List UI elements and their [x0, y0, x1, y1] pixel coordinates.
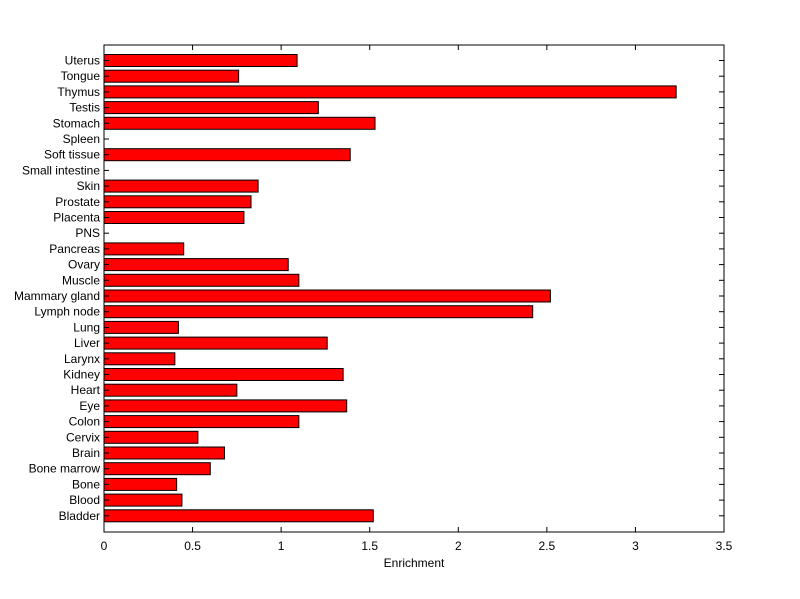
- x-tick-label: 1: [278, 539, 285, 553]
- y-tick-label: Heart: [71, 383, 101, 397]
- bar-colon: [103, 415, 300, 429]
- y-tick-label: Tongue: [61, 69, 101, 83]
- y-tick-label: Liver: [74, 336, 100, 350]
- y-tick-label: Placenta: [53, 211, 100, 225]
- x-tick-label: 1.5: [361, 539, 378, 553]
- bar-heart: [103, 383, 238, 397]
- bar-larynx: [103, 352, 176, 366]
- y-tick-label: Bladder: [59, 509, 100, 523]
- bar-brain: [103, 446, 225, 460]
- y-tick-label: Kidney: [63, 368, 100, 382]
- y-tick-label: Prostate: [55, 195, 100, 209]
- x-tick-label: 0.5: [184, 539, 201, 553]
- y-tick-label: Ovary: [68, 258, 100, 272]
- bar-liver: [103, 336, 328, 350]
- y-tick-label: Lymph node: [34, 305, 100, 319]
- x-ticks-group: 0 0.5 1 1.5 2 2.5 3 3.5: [101, 45, 733, 553]
- x-tick-label: 0: [101, 539, 108, 553]
- y-tick-label: Eye: [79, 399, 100, 413]
- y-tick-label: Pancreas: [49, 242, 100, 256]
- y-tick-label: Muscle: [62, 273, 100, 287]
- y-tick-label: PNS: [75, 226, 100, 240]
- y-tick-label: Cervix: [66, 430, 100, 444]
- bar-thymus: [103, 85, 677, 99]
- y-tick-label: Bone: [72, 477, 100, 491]
- bar-bone-marrow: [103, 462, 211, 476]
- bar-placenta: [103, 211, 245, 224]
- bar-bladder: [103, 509, 374, 523]
- x-axis-label: Enrichment: [384, 556, 445, 570]
- bar-lymph-node: [103, 305, 534, 319]
- bar-skin: [103, 179, 259, 193]
- y-tick-label: Larynx: [64, 352, 100, 366]
- bar-blood: [103, 493, 183, 507]
- bar-muscle: [103, 273, 300, 287]
- x-tick-label: 3.5: [716, 539, 733, 553]
- y-tick-label: Testis: [69, 101, 100, 115]
- axes-frame: [103, 44, 725, 533]
- y-tick-label: Uterus: [65, 54, 100, 68]
- y-tick-label: Soft tissue: [44, 148, 100, 162]
- bar-uterus: [103, 54, 298, 67]
- bar-ovary: [103, 258, 289, 272]
- y-tick-label: Colon: [69, 415, 100, 429]
- y-tick-label: Lung: [73, 320, 100, 334]
- bar-pancreas: [103, 242, 185, 256]
- y-tick-label: Small intestine: [22, 163, 100, 177]
- y-tick-label: Blood: [69, 493, 100, 507]
- y-tick-label: Thymus: [57, 85, 100, 99]
- bar-testis: [103, 101, 319, 115]
- bar-cervix: [103, 430, 199, 444]
- bar-mammary-gland: [103, 289, 551, 303]
- bar-prostate: [103, 195, 252, 209]
- bar-stomach: [103, 116, 376, 130]
- bar-tongue: [103, 69, 240, 83]
- x-tick-label: 2.5: [539, 539, 556, 553]
- y-tick-label: Spleen: [63, 132, 100, 146]
- x-tick-label: 2: [455, 539, 462, 553]
- bar-lung: [103, 320, 179, 334]
- bar-bone: [103, 477, 178, 491]
- y-tick-label: Mammary gland: [14, 289, 100, 303]
- bar-soft-tissue: [103, 148, 351, 162]
- bar-kidney: [103, 368, 344, 381]
- x-tick-label: 3: [632, 539, 639, 553]
- y-tick-label: Stomach: [53, 116, 100, 130]
- y-tick-label: Bone marrow: [29, 462, 101, 476]
- bar-eye: [103, 399, 348, 413]
- y-tick-label: Brain: [72, 446, 100, 460]
- y-tick-label: Skin: [77, 179, 100, 193]
